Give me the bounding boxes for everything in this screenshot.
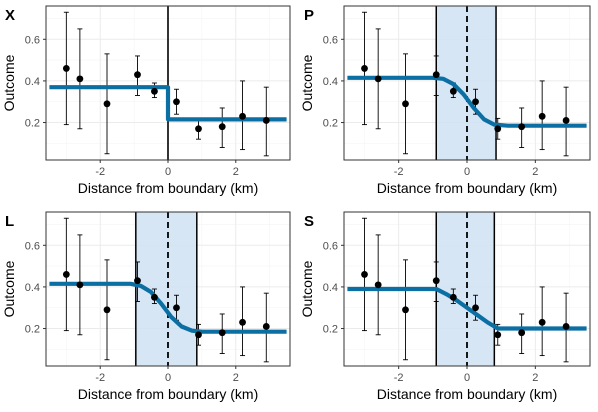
data-point-5 xyxy=(450,294,457,301)
x-tick-label: -2 xyxy=(95,166,105,178)
x-axis-title: Distance from boundary (km) xyxy=(377,180,558,196)
x-tick-label: 0 xyxy=(165,166,171,178)
data-point-8 xyxy=(219,123,226,130)
y-tick-label: 0.2 xyxy=(25,118,40,130)
x-tick-label: -2 xyxy=(95,372,105,384)
y-axis-title: Outcome xyxy=(299,54,315,111)
data-point-9 xyxy=(239,319,246,326)
data-point-8 xyxy=(518,123,525,130)
data-point-9 xyxy=(539,113,546,120)
x-tick-label: 2 xyxy=(233,166,239,178)
data-point-3 xyxy=(104,306,111,313)
data-point-2 xyxy=(375,75,382,82)
data-point-10 xyxy=(563,117,570,124)
x-axis-title: Distance from boundary (km) xyxy=(78,386,259,402)
data-point-1 xyxy=(63,65,70,72)
x-tick-label: -2 xyxy=(394,166,404,178)
y-tick-label: 0.6 xyxy=(25,240,40,252)
panel-tag: S xyxy=(304,213,314,230)
data-point-10 xyxy=(263,323,270,330)
panel-x: -2 0 2 0.2 0.4 0.6 Distance from boundary (km)… xyxy=(1,6,290,196)
data-point-10 xyxy=(563,323,570,330)
y-axis-title: Outcome xyxy=(1,54,17,111)
y-tick-label: 0.4 xyxy=(25,76,40,88)
panel-tag: L xyxy=(5,213,14,230)
y-tick-label: 0.4 xyxy=(25,282,40,294)
data-point-2 xyxy=(76,281,83,288)
y-tick-label: 0.2 xyxy=(323,118,338,130)
data-point-7 xyxy=(494,331,501,338)
x-tick-label: 0 xyxy=(464,372,470,384)
y-tick-label: 0.6 xyxy=(323,240,338,252)
data-point-8 xyxy=(518,329,525,336)
x-axis-title: Distance from boundary (km) xyxy=(377,386,558,402)
x-tick-label: 0 xyxy=(165,372,171,384)
data-point-3 xyxy=(402,306,409,313)
data-point-7 xyxy=(195,331,202,338)
y-axis-title: Outcome xyxy=(1,260,17,317)
data-point-6 xyxy=(472,98,479,105)
y-tick-label: 0.2 xyxy=(25,324,40,336)
y-axis-title: Outcome xyxy=(299,260,315,317)
y-tick-label: 0.6 xyxy=(25,34,40,46)
bandwidth-band xyxy=(436,212,494,366)
data-point-3 xyxy=(402,100,409,107)
x-tick-label: -2 xyxy=(394,372,404,384)
data-point-4 xyxy=(433,71,440,78)
x-tick-label: 2 xyxy=(532,166,538,178)
data-point-6 xyxy=(472,304,479,311)
data-point-4 xyxy=(433,277,440,284)
x-tick-label: 2 xyxy=(233,372,239,384)
data-point-5 xyxy=(151,88,158,95)
y-tick-label: 0.6 xyxy=(323,34,338,46)
y-tick-label: 0.4 xyxy=(323,282,338,294)
data-point-5 xyxy=(450,88,457,95)
data-point-1 xyxy=(361,65,368,72)
data-point-1 xyxy=(63,271,70,278)
panel-s: -2 0 2 0.2 0.4 0.6 Distance from boundary (km)… xyxy=(299,212,590,402)
data-point-7 xyxy=(195,125,202,132)
data-point-5 xyxy=(151,294,158,301)
data-point-9 xyxy=(539,319,546,326)
panel-tag: X xyxy=(5,7,15,24)
data-point-10 xyxy=(263,117,270,124)
data-point-4 xyxy=(134,71,141,78)
data-point-6 xyxy=(173,304,180,311)
y-tick-label: 0.4 xyxy=(323,76,338,88)
x-tick-label: 2 xyxy=(532,372,538,384)
panel-l: -2 0 2 0.2 0.4 0.6 Distance from boundary (km)… xyxy=(1,212,290,402)
data-point-9 xyxy=(239,113,246,120)
data-point-2 xyxy=(76,75,83,82)
y-tick-label: 0.2 xyxy=(323,324,338,336)
data-point-6 xyxy=(173,98,180,105)
panel-tag: P xyxy=(304,7,314,24)
data-point-3 xyxy=(104,100,111,107)
data-point-2 xyxy=(375,281,382,288)
x-axis-title: Distance from boundary (km) xyxy=(78,180,259,196)
data-point-8 xyxy=(219,329,226,336)
data-point-1 xyxy=(361,271,368,278)
x-tick-label: 0 xyxy=(464,166,470,178)
data-point-7 xyxy=(494,125,501,132)
panel-p: -2 0 2 0.2 0.4 0.6 Distance from boundary (km)… xyxy=(299,6,590,196)
data-point-4 xyxy=(134,277,141,284)
